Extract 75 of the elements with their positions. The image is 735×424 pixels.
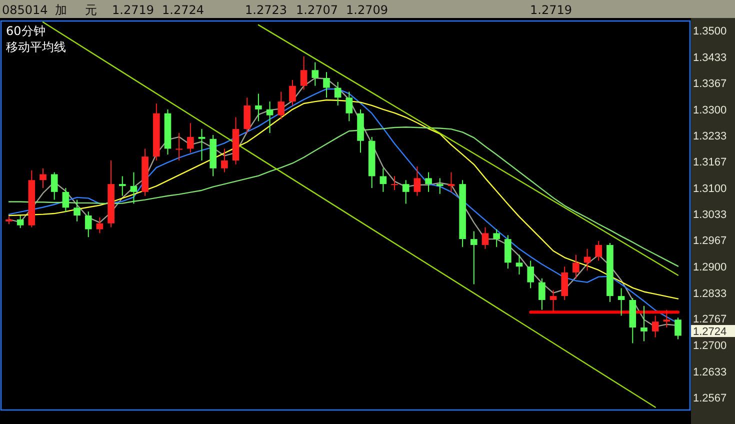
candlestick <box>96 216 104 234</box>
candlestick <box>674 317 682 340</box>
candlestick <box>198 128 206 161</box>
candlestick <box>187 122 194 154</box>
text: 加 <box>55 3 67 17</box>
text: 1.2723 <box>245 3 287 17</box>
candlestick <box>40 168 46 188</box>
y-tick-label: 1.2567 <box>693 392 727 404</box>
candlestick <box>255 93 262 122</box>
y-tick-label: 1.2900 <box>693 261 727 274</box>
candlestick <box>436 178 444 194</box>
candlestick <box>504 234 512 270</box>
candlestick <box>527 260 534 289</box>
candlestick <box>62 187 70 212</box>
candlestick <box>572 254 580 279</box>
text: 1.2724 <box>162 3 204 17</box>
candlestick <box>74 199 80 222</box>
y-tick-label: 1.3500 <box>693 26 727 38</box>
candlestick <box>221 148 228 173</box>
candlestick <box>176 132 182 161</box>
text: 元 <box>85 3 97 17</box>
candlestick <box>595 240 602 262</box>
line-series <box>8 99 679 300</box>
y-tick-label: 1.2700 <box>693 340 727 352</box>
candlestick <box>323 72 330 98</box>
candlestick <box>640 305 648 342</box>
candlestick <box>482 226 489 250</box>
candlestick <box>16 215 24 229</box>
candlestick <box>652 315 659 338</box>
candlestick <box>84 211 92 238</box>
candlestick <box>50 172 58 200</box>
text: 1.2707 <box>296 3 338 17</box>
candlestick <box>278 91 285 120</box>
candlestick <box>538 278 546 310</box>
candlestick <box>266 101 274 134</box>
candlestick <box>550 290 557 312</box>
candlestick <box>516 254 523 275</box>
candlestick <box>300 56 308 90</box>
candlestick <box>312 62 319 86</box>
candlestick <box>561 266 568 300</box>
y-tick-label: 1.2633 <box>693 366 727 378</box>
text: 085014 <box>2 3 48 17</box>
y-tick-label: 1.3300 <box>693 104 727 116</box>
candlestick <box>448 172 455 192</box>
candlestick <box>493 228 500 248</box>
text: 移动平均线 <box>6 40 66 54</box>
candlestick <box>402 180 410 204</box>
y-tick-label: 1.2833 <box>693 288 727 300</box>
line-series <box>8 126 679 267</box>
candlestick <box>425 172 432 192</box>
candlestick <box>346 91 353 122</box>
y-tick-label: 1.3433 <box>693 52 727 64</box>
text: 1.2709 <box>346 3 388 17</box>
candlestick <box>618 288 625 316</box>
text: 1.2719 <box>530 3 572 17</box>
candlestick <box>118 176 126 196</box>
text: 1.2719 <box>112 3 154 17</box>
y-tick-label: 1.2967 <box>693 235 727 248</box>
candlestick <box>470 230 478 285</box>
candlestick <box>244 97 251 134</box>
y-tick-label: 1.3100 <box>693 182 727 195</box>
chart-title: 60分钟 <box>6 24 46 38</box>
candlestick <box>334 81 342 106</box>
candlestick <box>414 166 421 196</box>
y-tick-label: 1.3033 <box>693 209 727 222</box>
y-tick-label: 1.3367 <box>693 78 727 90</box>
candlestick <box>380 168 387 192</box>
y-tick-label: 1.3233 <box>693 130 727 143</box>
y-tick-label: 1.2767 <box>693 314 727 326</box>
candlestick <box>663 309 670 328</box>
candlestick <box>130 172 138 204</box>
candlestick <box>391 176 398 190</box>
y-tick-label: 1.3167 <box>693 156 727 169</box>
text: 1.2724 <box>693 326 727 338</box>
candlestick <box>289 79 296 106</box>
